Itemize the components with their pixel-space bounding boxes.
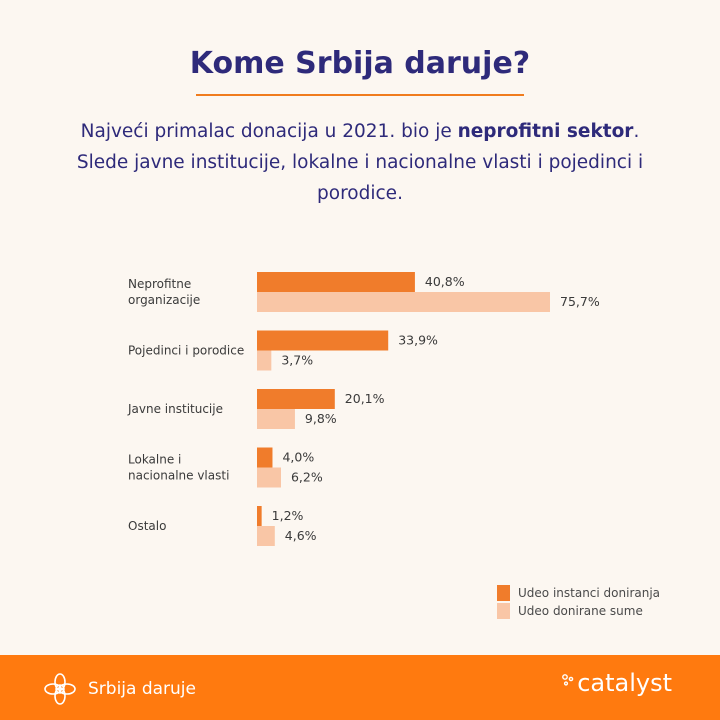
category-label: Javne institucije — [127, 402, 223, 416]
data-label: 6,2% — [291, 470, 323, 485]
category-label: Ostalo — [128, 519, 166, 533]
page-title: Kome Srbija daruje? — [189, 46, 531, 81]
legend-label-instances: Udeo instanci doniranja — [518, 586, 661, 600]
bar-instances — [257, 330, 389, 351]
partner-name: catalyst — [577, 669, 672, 697]
flower-knot-icon — [44, 673, 76, 705]
legend-item-instances: Udeo instanci doniranja — [497, 584, 660, 602]
data-label: 75,7% — [560, 294, 600, 309]
bar-sum — [257, 467, 281, 488]
legend-swatch-sum — [497, 603, 510, 619]
brand-name: Srbija daruje — [88, 679, 196, 699]
bar-sum — [257, 350, 272, 371]
bar-sum — [257, 526, 275, 546]
data-label: 9,8% — [305, 411, 337, 426]
bar-sum — [257, 292, 550, 312]
brand-logo[interactable]: Srbija daruje — [42, 671, 196, 707]
subtitle-highlight: neprofitni sektor — [457, 121, 634, 142]
data-label: 40,8% — [425, 274, 465, 289]
bar-chart: Neprofitne organizacije 40,8% 75,7% Pojedinc… — [127, 272, 600, 546]
bar-instances — [257, 447, 273, 468]
bar-instances — [257, 389, 335, 409]
category-label: Lokalne i — [128, 453, 181, 467]
data-label: 3,7% — [281, 353, 313, 368]
page-subtitle: Najveći primalac donacija u 2021. bio je… — [60, 116, 660, 209]
subtitle-text-2: . Slede javne institucije, lokalne i nac… — [76, 121, 644, 204]
data-label: 4,0% — [282, 450, 314, 465]
data-label: 1,2% — [272, 508, 304, 523]
category-label: organizacije — [128, 293, 200, 307]
title-underline — [196, 94, 524, 96]
catalyst-dots-icon — [562, 674, 574, 686]
legend-label-sum: Udeo donirane sume — [518, 604, 643, 618]
chart-legend: Udeo instanci doniranja Udeo donirane su… — [497, 584, 660, 620]
bar-instances — [257, 506, 262, 526]
partner-logo[interactable]: catalyst — [561, 669, 672, 697]
legend-item-sum: Udeo donirane sume — [497, 602, 660, 620]
category-label: nacionalne vlasti — [128, 469, 229, 483]
data-label: 20,1% — [345, 391, 385, 406]
legend-swatch-instances — [497, 585, 510, 601]
bar-sum — [257, 409, 295, 429]
footer-bar: Srbija daruje catalyst — [0, 655, 720, 720]
data-label: 33,9% — [398, 333, 438, 348]
data-label: 4,6% — [285, 528, 317, 543]
subtitle-text-1: Najveći primalac donacija u 2021. bio je — [80, 121, 458, 142]
category-label: Neprofitne — [128, 277, 191, 291]
category-label: Pojedinci i porodice — [128, 344, 244, 358]
bar-instances — [257, 272, 415, 292]
